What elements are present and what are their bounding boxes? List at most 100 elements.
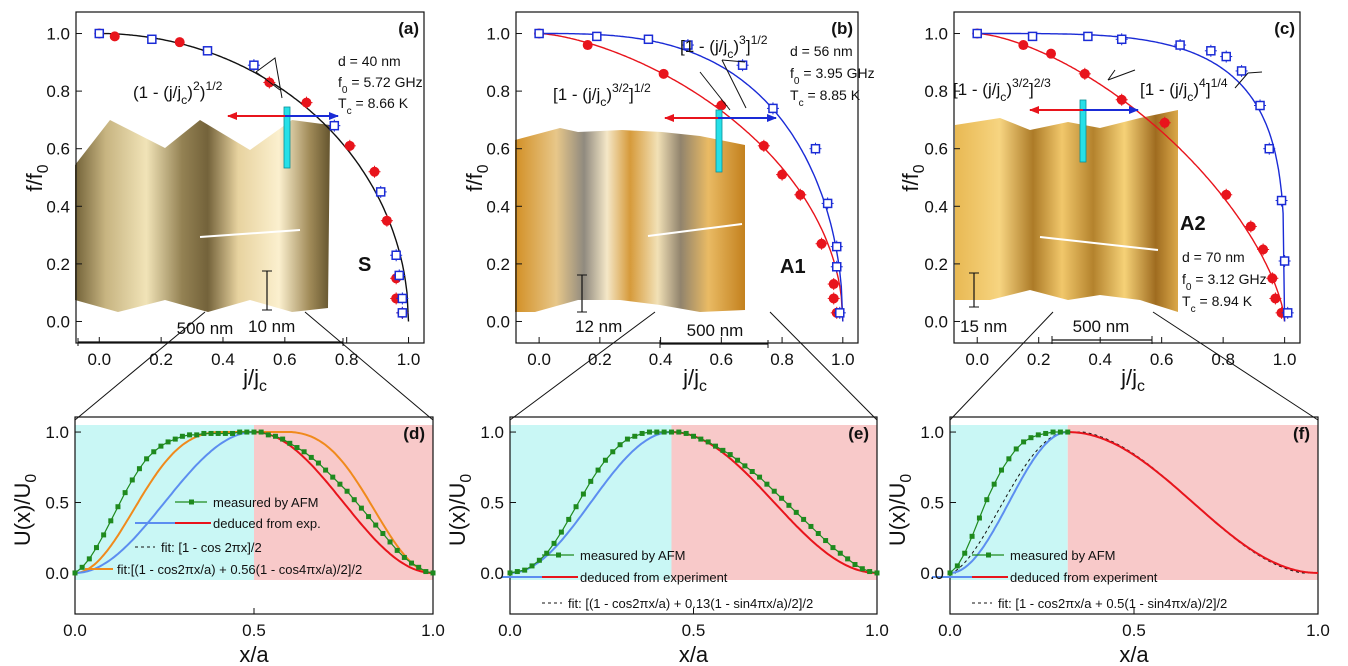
afm-measured-point <box>713 443 719 449</box>
scale-bar-z-label: 12 nm <box>575 317 622 336</box>
data-point-filled-circle <box>1159 117 1170 128</box>
afm-measured-point <box>194 432 200 438</box>
data-point-open-square <box>329 120 340 131</box>
x-tick-label: 0.0 <box>965 350 989 369</box>
afm-measured-point <box>122 490 128 496</box>
afm-measured-point <box>727 452 733 458</box>
legend-label-fit: fit:[(1 - cos2πx/a) + 0.56(1 - cos4πx/a)… <box>117 562 362 577</box>
data-point-filled-circle <box>381 215 392 226</box>
afm-measured-point <box>984 497 990 503</box>
afm-measured-point <box>639 430 645 436</box>
fit-formula-part: 2/3 <box>1034 76 1051 90</box>
x-axis-label-part: j/j <box>242 365 259 390</box>
fit-formula-part: (1 - (j/j <box>133 83 181 102</box>
fit-formula-part: ) <box>187 83 193 102</box>
afm-measured-point <box>315 460 321 466</box>
legend-swatch-afm-marker <box>556 552 561 558</box>
data-point-filled-circle <box>1221 189 1232 200</box>
x-axis-label: j/jc <box>242 365 267 395</box>
data-point-open-square <box>831 262 842 272</box>
deduced-curve-blue <box>74 431 255 574</box>
panel-label: (d) <box>403 424 425 443</box>
param-thickness-part: d = 40 nm <box>338 53 401 69</box>
sample-label: A1 <box>780 256 806 278</box>
y-axis-label-part: 0 <box>911 164 928 173</box>
fit-formula: [1 - (j/jc)3/2]2/3 <box>953 76 1051 104</box>
afm-measured-point <box>1050 429 1056 435</box>
param-frequency-part: = 3.95 GHz <box>800 65 875 81</box>
afm-measured-point <box>749 469 755 474</box>
data-point-filled-circle <box>344 140 355 151</box>
data-point-filled-circle <box>301 97 312 108</box>
afm-measured-point <box>683 430 689 436</box>
afm-measured-point <box>617 442 623 448</box>
y-tick-label: 1.0 <box>920 423 944 442</box>
formula-pointer <box>1107 69 1116 81</box>
fit-formula-part: 3/2 <box>612 81 629 95</box>
data-point-open-square <box>737 60 748 70</box>
afm-measured-point <box>165 439 171 445</box>
afm-measured-point <box>423 569 429 575</box>
formula-pointer <box>255 57 283 99</box>
x-axis-label-part: j/j <box>682 365 699 390</box>
x-tick-label: 0.0 <box>938 621 962 640</box>
data-point-open-square <box>1175 40 1185 50</box>
afm-measured-point <box>632 433 638 439</box>
x-tick-label: 0.5 <box>242 621 266 640</box>
afm-measured-point <box>867 569 873 575</box>
x-axis-label-part: j/j <box>1120 365 1137 390</box>
plot-frame <box>953 11 1301 344</box>
afm-measured-point <box>1043 430 1049 436</box>
fit-formula-part: ) <box>606 85 612 104</box>
x-axis-label: x/a <box>679 642 709 666</box>
formula-pointer <box>1234 72 1249 89</box>
zoom-connector-line <box>74 311 206 421</box>
param-tc-part: T <box>338 95 347 111</box>
afm-measured-point <box>394 547 400 553</box>
afm-measured-point <box>1035 432 1041 438</box>
data-point-open-square <box>1264 143 1275 154</box>
y-tick-label: 0.0 <box>480 564 504 583</box>
y-tick-label: 1.0 <box>46 25 70 44</box>
y-tick-label: 0.0 <box>486 312 510 331</box>
data-point-open-square <box>202 46 213 56</box>
afm-measured-point <box>544 550 550 556</box>
y-tick-label: 0.5 <box>480 494 504 513</box>
plot-frame <box>515 11 859 344</box>
x-axis-label: x/a <box>239 642 269 666</box>
fit-formula-part: 2 <box>193 79 200 93</box>
cyan-marker-bar <box>1079 99 1087 163</box>
afm-measured-point <box>222 430 228 436</box>
data-point-open-square <box>394 270 405 281</box>
param-tc: Tc = 8.85 K <box>790 87 861 109</box>
fit-formula-part: 1/2 <box>751 33 768 47</box>
legend-label-afm: measured by AFM <box>1010 548 1116 563</box>
y-tick-label: 0.0 <box>46 312 70 331</box>
panel-label: (b) <box>831 19 853 38</box>
scale-bar-x-label: 500 nm <box>177 319 234 338</box>
afm-measured-point <box>358 505 364 511</box>
x-tick-label: 0.8 <box>770 350 794 369</box>
afm-measured-point <box>93 545 99 551</box>
fit-formula-part: 1/4 <box>1211 76 1228 90</box>
fit-formula: (1 - (j/jc)2)1/2 <box>133 79 223 107</box>
afm-measured-point <box>86 556 92 562</box>
deduced-curve-blue <box>949 431 1068 574</box>
afm-measured-point <box>294 445 300 451</box>
fit-formula-part: 1/2 <box>634 81 651 95</box>
x-axis-label-part: c <box>259 378 267 395</box>
y-tick-label: 0.0 <box>924 312 948 331</box>
afm-measured-point <box>661 429 667 435</box>
afm-measured-point <box>969 533 975 539</box>
param-frequency: f0 = 3.95 GHz <box>790 65 875 87</box>
formula-pointer <box>1247 71 1263 74</box>
fit-formula: [1 - (j/jc)3]1/2 <box>680 33 768 61</box>
data-point-filled-circle <box>816 238 827 249</box>
deduced-curve-red <box>1067 431 1319 574</box>
param-tc-part: T <box>790 87 799 103</box>
afm-measured-point <box>691 433 696 439</box>
data-point-filled-circle <box>174 37 185 48</box>
y-tick-label: 1.0 <box>45 423 69 442</box>
data-point-filled-circle <box>1270 293 1281 304</box>
afm-measured-point <box>830 545 836 551</box>
